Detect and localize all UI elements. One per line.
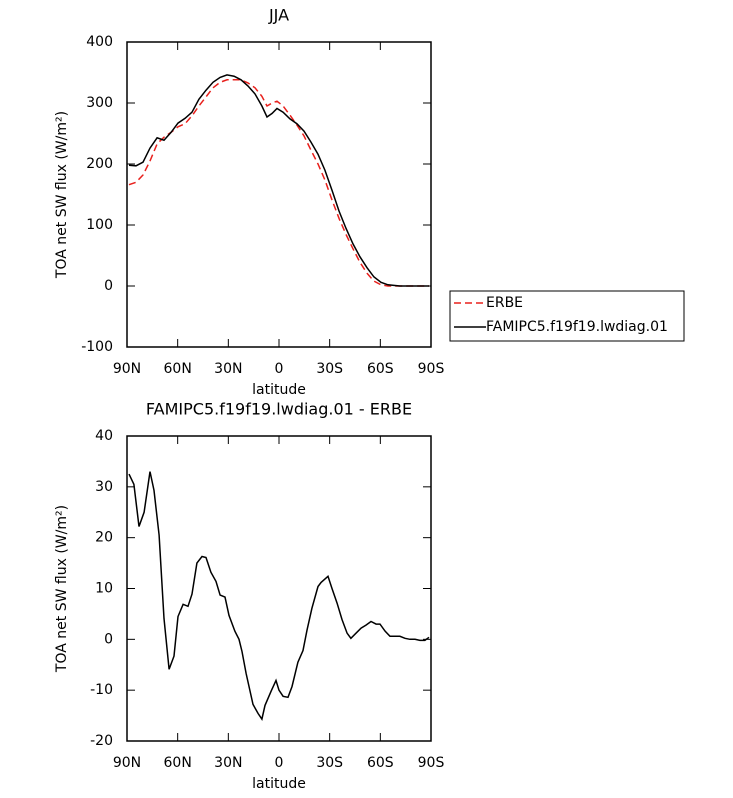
x-tick-label: 60S	[367, 361, 394, 377]
plot-frame	[126, 41, 432, 348]
y-tick-label: 400	[86, 34, 113, 50]
data-line	[128, 79, 429, 287]
x-tick-label: 90S	[418, 361, 445, 377]
y-axis-label: TOA net SW flux (W/m²)	[54, 505, 70, 673]
x-tick-label: 60N	[164, 361, 192, 377]
chart-title: JJA	[268, 6, 289, 25]
legend: ERBE FAMIPC5.f19f19.lwdiag.01	[449, 290, 685, 342]
x-tick-label: 30S	[316, 361, 343, 377]
legend-label: FAMIPC5.f19f19.lwdiag.01	[486, 319, 668, 335]
y-tick-label: 300	[86, 95, 113, 111]
y-tick-label: 200	[86, 156, 113, 172]
y-tick-label: -20	[90, 733, 113, 749]
chart-title: FAMIPC5.f19f19.lwdiag.01 - ERBE	[146, 400, 412, 419]
x-tick-label: 90N	[113, 755, 141, 771]
x-axis-label: latitude	[252, 776, 306, 792]
y-tick-label: 20	[95, 530, 113, 546]
legend-box	[449, 290, 685, 342]
x-tick-label: 0	[275, 755, 284, 771]
x-tick-label: 0	[275, 361, 284, 377]
y-tick-label: 40	[95, 428, 113, 444]
y-tick-label: 100	[86, 217, 113, 233]
y-tick-label: 0	[104, 631, 113, 647]
x-tick-label: 90S	[418, 755, 445, 771]
y-tick-label: 0	[104, 278, 113, 294]
plot-frame	[126, 435, 432, 742]
x-tick-label: 90N	[113, 361, 141, 377]
y-tick-label: -100	[81, 339, 113, 355]
x-tick-label: 60S	[367, 755, 394, 771]
y-tick-label: 30	[95, 479, 113, 495]
x-tick-label: 30S	[316, 755, 343, 771]
x-tick-label: 60N	[164, 755, 192, 771]
legend-label: ERBE	[486, 295, 523, 311]
data-line	[128, 74, 429, 287]
x-tick-label: 30N	[214, 755, 242, 771]
x-tick-label: 30N	[214, 361, 242, 377]
x-axis-label: latitude	[252, 382, 306, 398]
y-axis-label: TOA net SW flux (W/m²)	[54, 111, 70, 279]
data-line	[128, 471, 430, 721]
y-tick-label: 10	[95, 581, 113, 597]
y-tick-label: -10	[90, 682, 113, 698]
